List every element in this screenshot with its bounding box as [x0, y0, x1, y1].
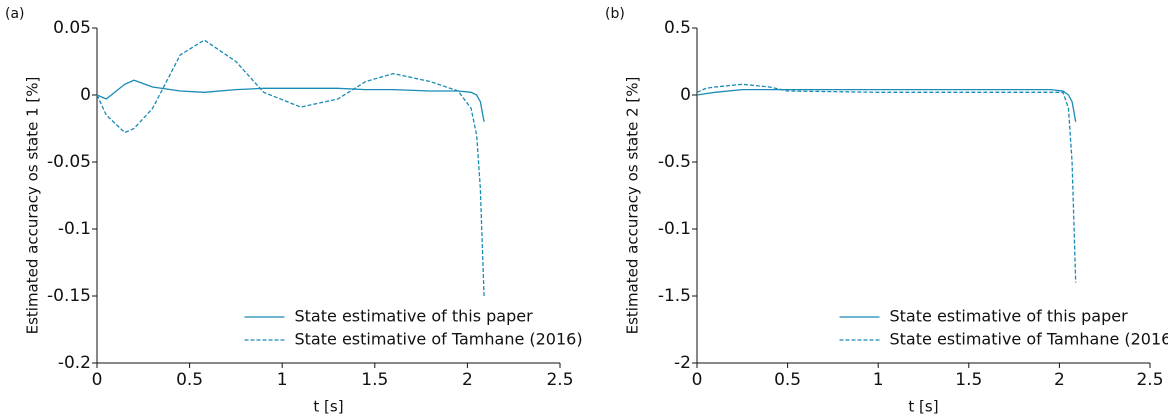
x-axis-label: t [s] [908, 398, 938, 416]
x-tick-label: 1.5 [955, 370, 982, 390]
x-tick-label: 2 [462, 370, 473, 390]
x-tick-label: 2 [1054, 370, 1065, 390]
y-tick-label: -0.1 [58, 219, 91, 239]
legend-label: State estimative of this paper [295, 307, 534, 326]
legend-label: State estimative of Tamhane (2016) [890, 330, 1168, 349]
x-tick-label: 0.5 [176, 370, 203, 390]
y-tick-label: -0.2 [58, 353, 91, 373]
x-tick-label: 0 [92, 370, 103, 390]
x-tick-label: 1 [873, 370, 884, 390]
x-tick-label: 1 [277, 370, 288, 390]
x-tick-label: 2.5 [546, 370, 573, 390]
y-tick-label: 0.05 [53, 18, 91, 38]
panel-label: (b) [605, 6, 625, 22]
x-tick-label: 0.5 [774, 370, 801, 390]
series-line [696, 83, 1077, 283]
y-tick-label: -0.5 [658, 152, 691, 172]
legend-label: State estimative of this paper [890, 307, 1129, 326]
y-tick-label: 0 [80, 85, 91, 105]
x-tick-label: 1.5 [361, 370, 388, 390]
series-line [696, 88, 1077, 122]
y-tick-label: -2 [674, 353, 691, 373]
y-axis-label: Estimated accuracy os state 2 [%] [624, 77, 642, 335]
legend-label: State estimative of Tamhane (2016) [295, 330, 583, 349]
series-line [96, 79, 485, 122]
panel-label: (a) [5, 6, 25, 22]
y-tick-label: 0.5 [664, 18, 691, 38]
y-tick-label: -1.5 [658, 286, 691, 306]
y-tick-label: 0 [680, 85, 691, 105]
x-axis-label: t [s] [313, 398, 343, 416]
y-tick-label: -0.15 [47, 286, 91, 306]
x-tick-label: 0 [692, 370, 703, 390]
y-tick-label: -0.1 [658, 219, 691, 239]
x-tick-label: 2.5 [1136, 370, 1163, 390]
y-tick-label: -0.05 [47, 152, 91, 172]
y-axis-label: Estimated accuracy os state 1 [%] [24, 77, 42, 335]
series-line [96, 39, 485, 297]
